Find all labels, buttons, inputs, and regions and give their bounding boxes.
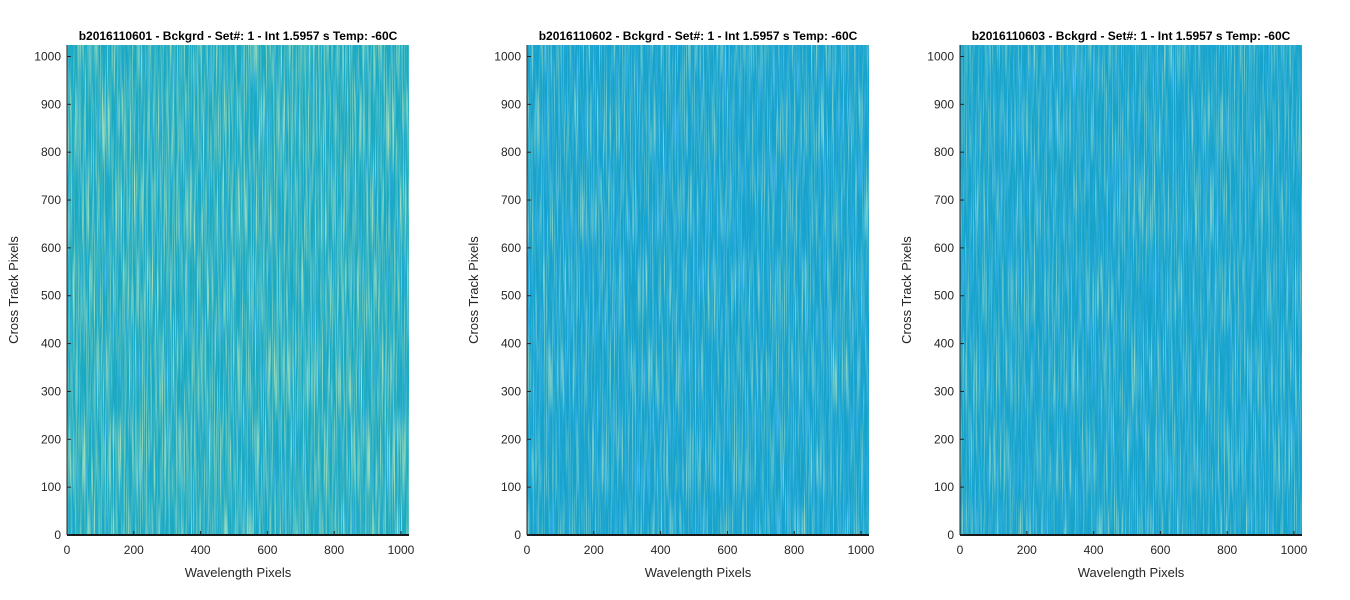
heatmap-warm-streaks	[67, 45, 409, 535]
y-tick-label: 900	[41, 97, 61, 111]
x-tick-label: 600	[257, 543, 277, 557]
y-tick-label: 900	[934, 97, 954, 111]
heatmap-panel-2: 0 200 400 600 800 1000 0 100 200 300 400 500 600 700 8…	[466, 29, 875, 580]
x-tick-label: 400	[651, 543, 671, 557]
x-tick-label: 0	[524, 543, 531, 557]
x-tick-label: 1000	[388, 543, 415, 557]
y-axis-label: Cross Track Pixels	[6, 236, 21, 344]
chart-title: b2016110602 - Bckgrd - Set#: 1 - Int 1.5…	[539, 29, 858, 43]
x-tick-label: 600	[717, 543, 737, 557]
y-tick-label: 0	[514, 528, 521, 542]
x-tick-label: 1000	[848, 543, 875, 557]
x-tick-label: 800	[784, 543, 804, 557]
y-tick-label: 0	[947, 528, 954, 542]
x-tick-label: 1000	[1281, 543, 1308, 557]
y-tick-label: 100	[41, 480, 61, 494]
heatmap-warm-streaks	[960, 45, 1302, 535]
y-tick-label: 1000	[927, 49, 954, 63]
y-tick-label: 800	[934, 145, 954, 159]
x-tick-label: 800	[1217, 543, 1237, 557]
heatmap-panel-3: 0 200 400 600 800 1000 0 100 200 300 400 500 600 700 8…	[899, 29, 1308, 580]
y-tick-label: 500	[41, 289, 61, 303]
x-tick-label: 200	[1017, 543, 1037, 557]
x-axis-label: Wavelength Pixels	[1078, 565, 1185, 580]
y-tick-label: 800	[41, 145, 61, 159]
heatmap-warm-streaks	[527, 45, 869, 535]
x-tick-label: 0	[957, 543, 964, 557]
y-tick-label: 300	[41, 384, 61, 398]
x-tick-label: 400	[191, 543, 211, 557]
x-axis-label: Wavelength Pixels	[645, 565, 752, 580]
y-tick-label: 300	[934, 384, 954, 398]
y-tick-label: 0	[54, 528, 61, 542]
y-tick-label: 500	[934, 289, 954, 303]
y-tick-label: 900	[501, 97, 521, 111]
x-tick-label: 400	[1084, 543, 1104, 557]
y-tick-label: 200	[934, 432, 954, 446]
x-tick-label: 600	[1150, 543, 1170, 557]
y-tick-label: 400	[501, 337, 521, 351]
y-tick-label: 400	[41, 337, 61, 351]
y-tick-label: 600	[501, 241, 521, 255]
y-tick-label: 600	[41, 241, 61, 255]
y-tick-label: 100	[934, 480, 954, 494]
x-axis-label: Wavelength Pixels	[185, 565, 292, 580]
x-tick-label: 200	[584, 543, 604, 557]
chart-title: b2016110603 - Bckgrd - Set#: 1 - Int 1.5…	[972, 29, 1291, 43]
x-tick-label: 800	[324, 543, 344, 557]
y-tick-label: 700	[501, 193, 521, 207]
x-tick-label: 200	[124, 543, 144, 557]
y-tick-label: 200	[41, 432, 61, 446]
y-tick-label: 300	[501, 384, 521, 398]
y-tick-label: 1000	[34, 49, 61, 63]
y-axis-label: Cross Track Pixels	[899, 236, 914, 344]
y-tick-label: 500	[501, 289, 521, 303]
x-tick-label: 0	[64, 543, 71, 557]
heatmap-panel-1: 0 200 400 600 800 1000 0 100 200 300 400 500 600 700 8…	[6, 29, 415, 580]
y-tick-label: 700	[934, 193, 954, 207]
y-tick-label: 600	[934, 241, 954, 255]
y-axis-label: Cross Track Pixels	[466, 236, 481, 344]
chart-title: b2016110601 - Bckgrd - Set#: 1 - Int 1.5…	[79, 29, 398, 43]
y-tick-label: 1000	[494, 49, 521, 63]
y-tick-label: 700	[41, 193, 61, 207]
y-tick-label: 200	[501, 432, 521, 446]
y-tick-label: 400	[934, 337, 954, 351]
y-tick-label: 100	[501, 480, 521, 494]
y-tick-label: 800	[501, 145, 521, 159]
